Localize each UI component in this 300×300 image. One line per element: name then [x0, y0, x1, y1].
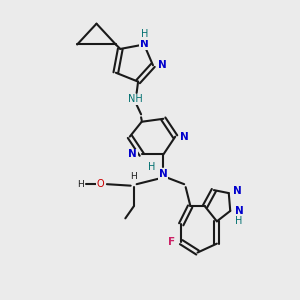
Text: N: N	[235, 206, 244, 216]
Text: N: N	[140, 40, 148, 50]
Text: N: N	[158, 60, 166, 70]
Text: F: F	[168, 237, 175, 247]
Text: H: H	[141, 29, 148, 39]
Text: H: H	[148, 162, 156, 172]
Text: H: H	[77, 180, 83, 189]
Text: N: N	[159, 169, 168, 179]
Text: H: H	[130, 172, 136, 181]
Text: N: N	[180, 132, 189, 142]
Text: N: N	[128, 149, 137, 160]
Text: NH: NH	[128, 94, 142, 104]
Text: O: O	[96, 178, 104, 189]
Text: N: N	[233, 186, 242, 196]
Text: H: H	[235, 216, 242, 226]
